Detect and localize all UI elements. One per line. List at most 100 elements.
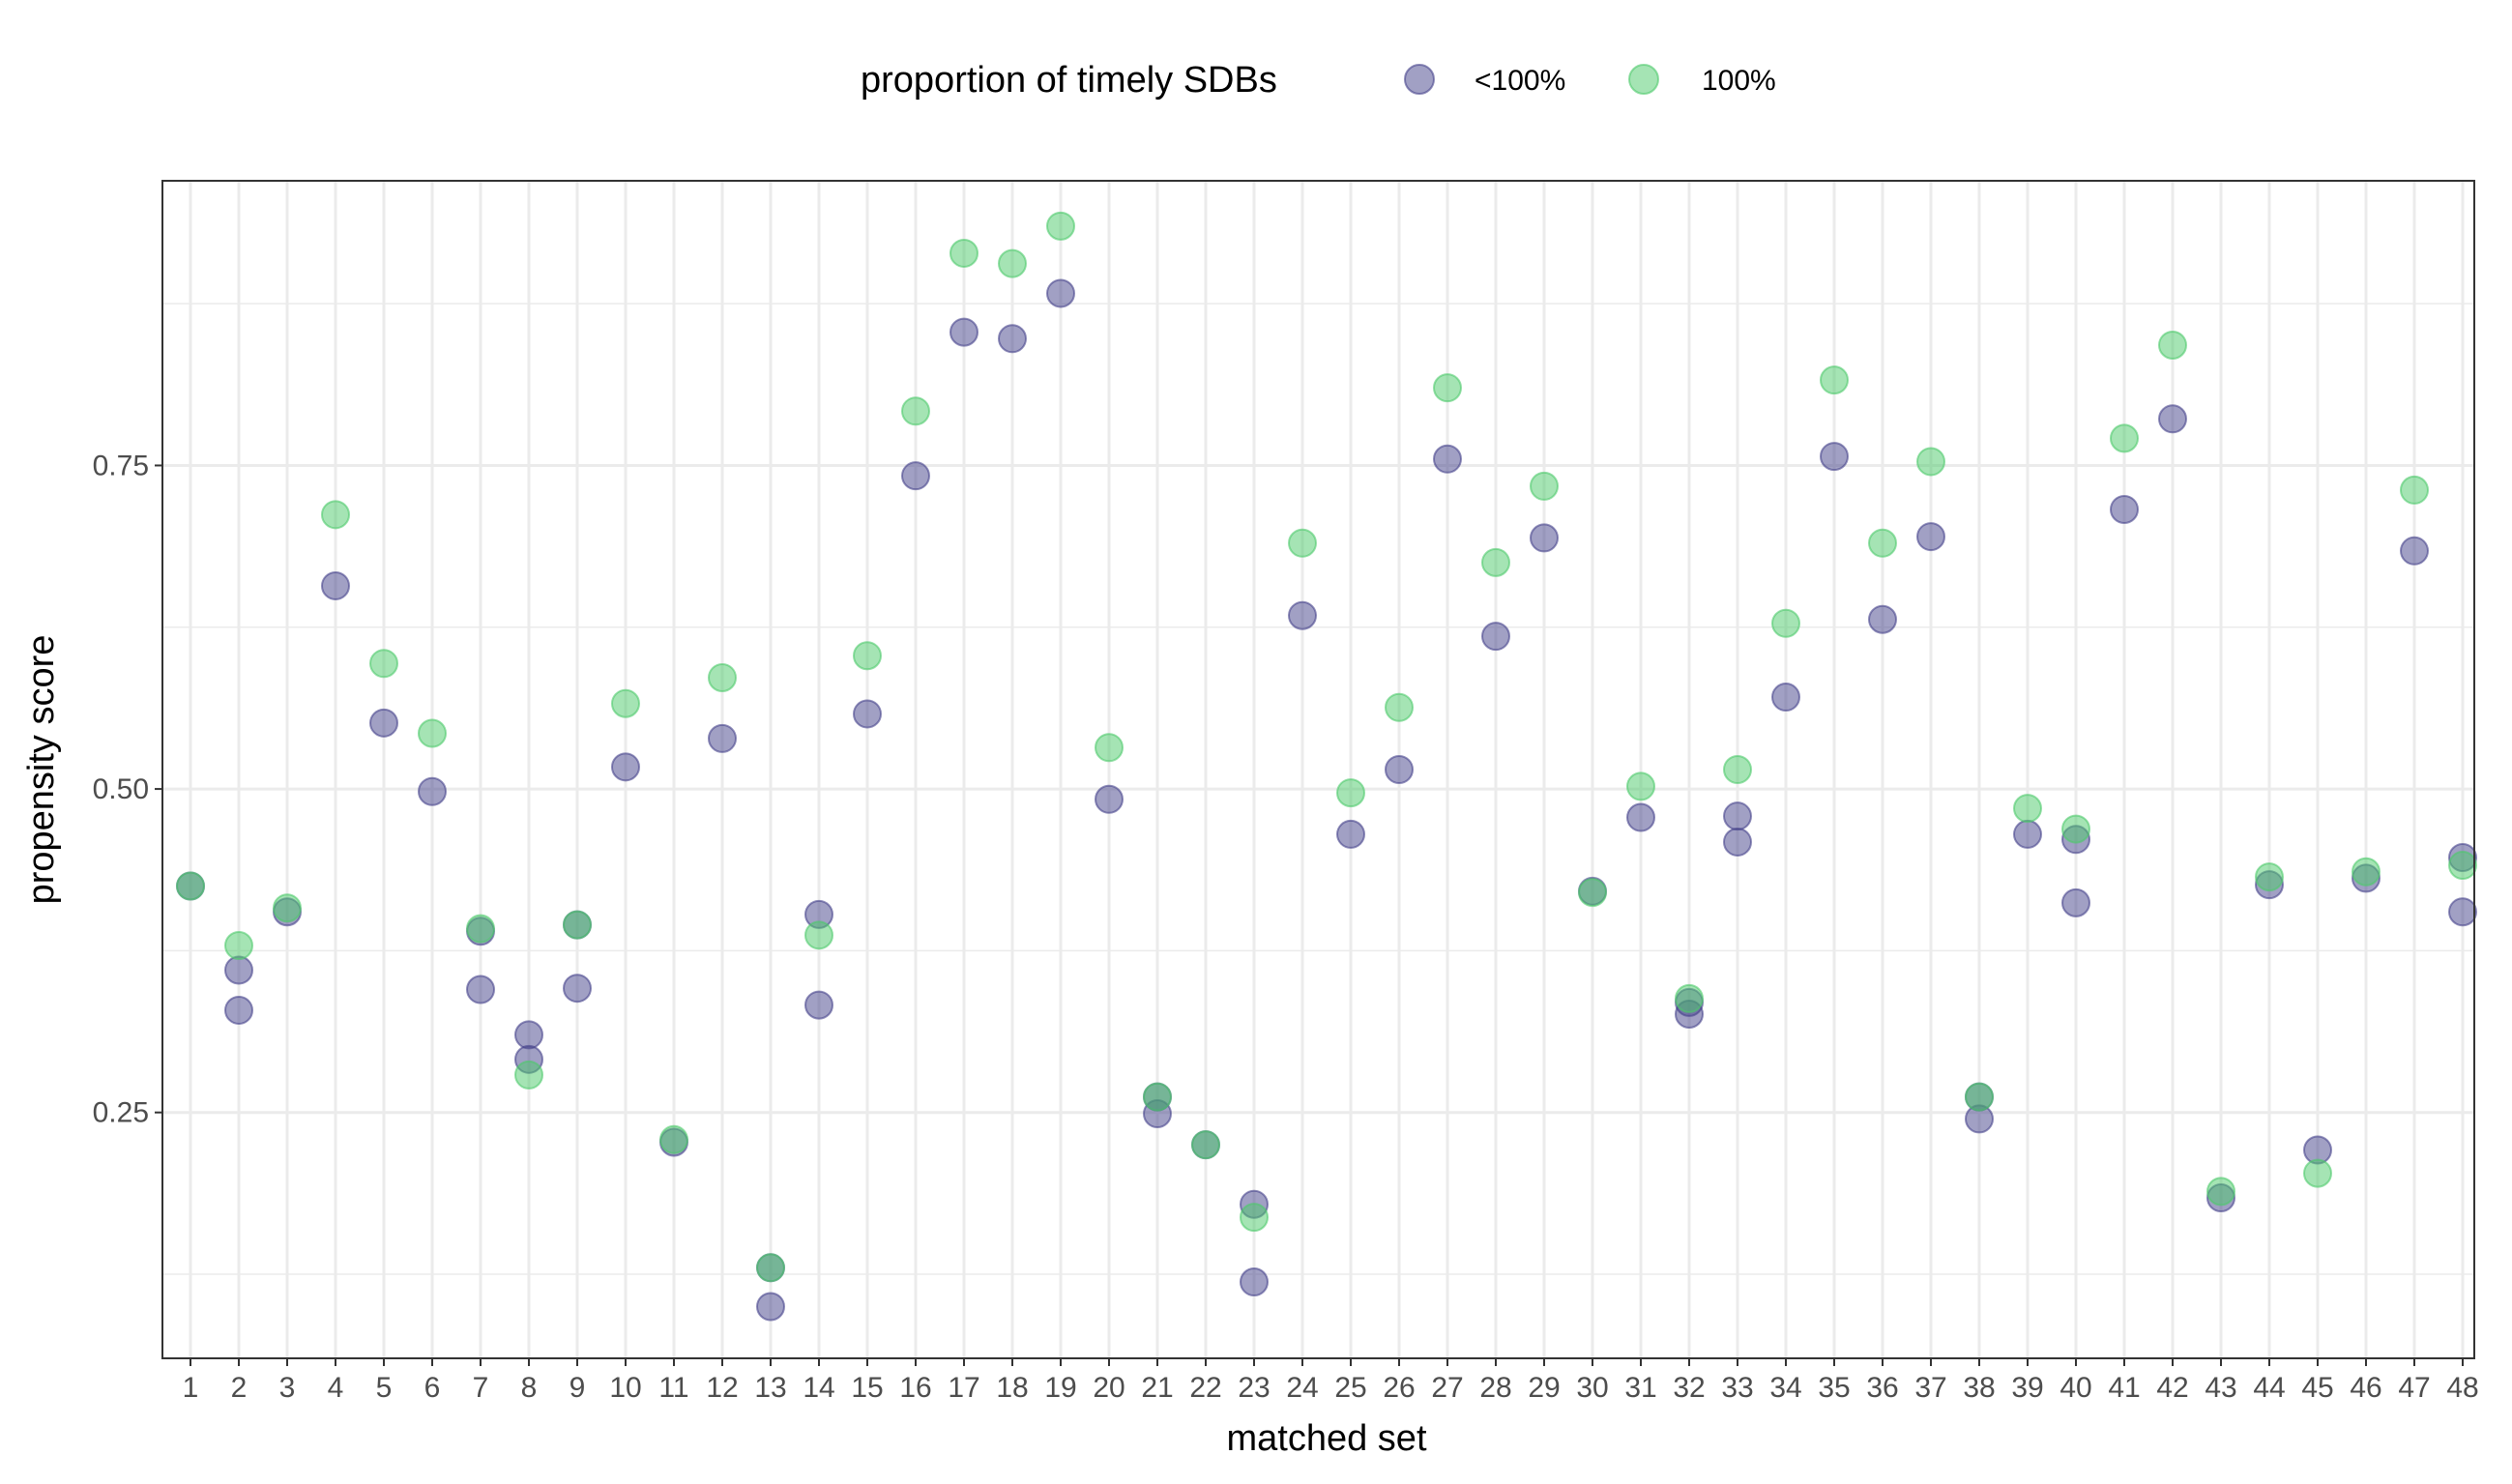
x-axis: 1 2 3 4 5 6 7 8 9 10 11 12 13 14 15 16 17 18 19 20 21 22 23 24 2… xyxy=(183,1358,2479,1404)
point-100 xyxy=(853,641,882,671)
point-100 xyxy=(1916,447,1945,477)
point-100 xyxy=(949,238,979,268)
legend-title: proportion of timely SDBs xyxy=(861,60,1277,101)
point-below-100 xyxy=(2110,494,2139,524)
x-tick-label: 14 xyxy=(803,1372,834,1404)
point-below-100 xyxy=(1481,622,1510,652)
point-below-100 xyxy=(1385,755,1414,784)
point-below-100 xyxy=(2448,897,2477,927)
point-below-100 xyxy=(2158,404,2187,434)
point-below-100 xyxy=(1288,600,1317,630)
x-tick-label: 33 xyxy=(1721,1372,1753,1404)
point-below-100 xyxy=(804,990,833,1020)
x-tick-label: 40 xyxy=(2059,1372,2091,1404)
y-tick-label: 0.50 xyxy=(93,773,149,805)
point-100 xyxy=(2206,1177,2235,1207)
legend-marker-100 xyxy=(1628,64,1659,95)
x-tick-label: 17 xyxy=(948,1372,979,1404)
point-below-100 xyxy=(369,708,398,738)
x-tick-label: 31 xyxy=(1624,1372,1656,1404)
point-below-100 xyxy=(418,776,447,806)
point-below-100 xyxy=(224,955,253,985)
point-100 xyxy=(1723,755,1752,784)
point-100 xyxy=(2061,814,2090,844)
x-tick-label: 1 xyxy=(183,1372,199,1404)
point-100 xyxy=(1578,878,1607,908)
point-100 xyxy=(611,688,640,718)
point-below-100 xyxy=(1820,442,1849,472)
point-below-100 xyxy=(1433,444,1462,474)
point-below-100 xyxy=(1336,819,1365,849)
point-below-100 xyxy=(2013,819,2042,849)
point-100 xyxy=(176,871,205,901)
point-100 xyxy=(1530,471,1559,501)
x-tick-label: 44 xyxy=(2253,1372,2285,1404)
point-100 xyxy=(273,893,302,923)
x-tick-label: 11 xyxy=(658,1372,688,1404)
minor-gridlines xyxy=(162,303,2474,1275)
x-tick-label: 20 xyxy=(1093,1372,1125,1404)
point-below-100 xyxy=(1095,784,1124,814)
point-below-100 xyxy=(1723,827,1752,857)
point-100 xyxy=(1191,1130,1220,1160)
point-100 xyxy=(1965,1082,1994,1112)
x-tick-label: 29 xyxy=(1528,1372,1560,1404)
point-below-100 xyxy=(1240,1267,1269,1297)
point-100 xyxy=(514,1060,543,1090)
x-tick-label: 3 xyxy=(279,1372,296,1404)
point-100 xyxy=(2255,862,2284,892)
x-tick-label: 46 xyxy=(2350,1372,2381,1404)
point-below-100 xyxy=(756,1292,785,1322)
plot-panel xyxy=(161,180,2477,1359)
y-axis: 0.25 0.50 0.75 xyxy=(93,450,162,1129)
point-below-100 xyxy=(2061,887,2090,917)
point-100 xyxy=(1481,547,1510,577)
point-100 xyxy=(659,1124,688,1154)
major-gridlines xyxy=(162,181,2474,1358)
point-100 xyxy=(1820,365,1849,395)
legend: proportion of timely SDBs <100% 100% xyxy=(861,60,1776,101)
point-below-100 xyxy=(611,752,640,782)
x-tick-label: 2 xyxy=(231,1372,248,1404)
point-100 xyxy=(1240,1203,1269,1233)
x-tick-label: 9 xyxy=(570,1372,586,1404)
point-100 xyxy=(1433,373,1462,403)
point-below-100 xyxy=(901,461,930,491)
point-100 xyxy=(708,662,737,692)
x-tick-label: 4 xyxy=(328,1372,344,1404)
point-below-100 xyxy=(1916,522,1945,552)
x-tick-label: 15 xyxy=(851,1372,883,1404)
legend-label-below-100: <100% xyxy=(1475,65,1565,97)
point-100 xyxy=(2303,1158,2332,1188)
point-100 xyxy=(1336,778,1365,808)
point-100 xyxy=(321,500,350,530)
x-tick-label: 26 xyxy=(1383,1372,1415,1404)
x-tick-label: 21 xyxy=(1141,1372,1173,1404)
x-tick-label: 41 xyxy=(2108,1372,2140,1404)
legend-marker-below-100 xyxy=(1404,64,1435,95)
point-100 xyxy=(2448,851,2477,881)
point-100 xyxy=(1046,211,1075,241)
point-100 xyxy=(2400,475,2429,505)
point-100 xyxy=(901,396,930,426)
x-tick-label: 42 xyxy=(2156,1372,2188,1404)
point-below-100 xyxy=(1530,523,1559,553)
x-tick-label: 28 xyxy=(1479,1372,1511,1404)
x-tick-label: 38 xyxy=(1963,1372,1995,1404)
point-below-100 xyxy=(2400,536,2429,566)
point-below-100 xyxy=(949,317,979,347)
point-below-100 xyxy=(1868,604,1897,634)
point-100 xyxy=(466,914,495,944)
legend-label-100: 100% xyxy=(1702,65,1776,97)
plot-border xyxy=(161,180,2475,1359)
point-100 xyxy=(1385,692,1414,722)
x-tick-label: 34 xyxy=(1769,1372,1801,1404)
x-tick-label: 5 xyxy=(376,1372,393,1404)
point-below-100 xyxy=(998,324,1027,354)
x-tick-label: 32 xyxy=(1673,1372,1705,1404)
point-below-100 xyxy=(563,974,592,1004)
point-below-100 xyxy=(1771,683,1800,713)
x-tick-label: 22 xyxy=(1189,1372,1221,1404)
x-tick-label: 8 xyxy=(521,1372,538,1404)
